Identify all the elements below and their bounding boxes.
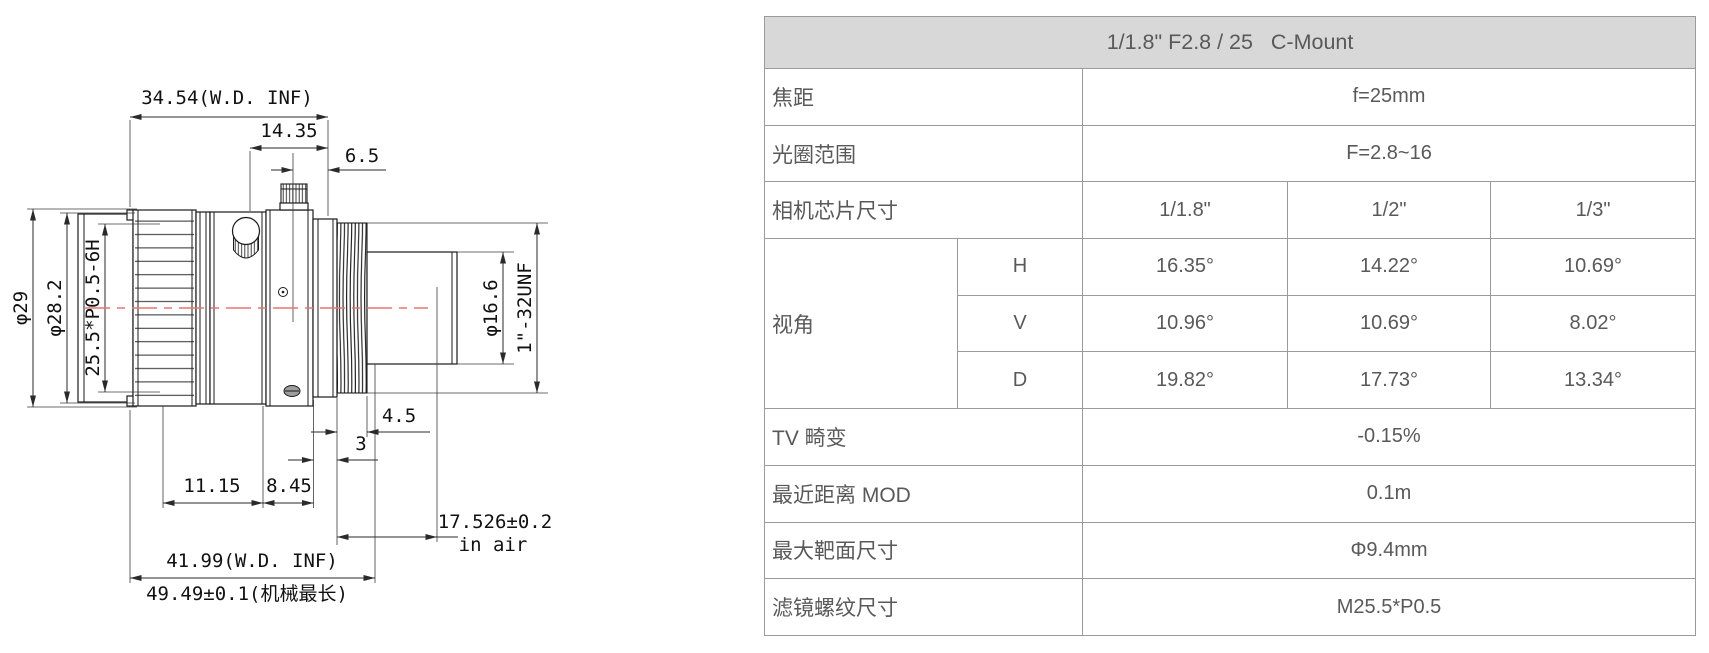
top-thumbscrew (279, 183, 309, 211)
table-row: 焦距 f=25mm (764, 68, 1697, 126)
side-thumbscrew (231, 216, 261, 259)
table-row: 1/1.8" F2.8 / 25 C-Mount (763, 16, 1697, 69)
dim-in-air-note: in air (459, 534, 528, 556)
dim-11-15: 11.15 (183, 475, 240, 497)
value-sensor-3: 1/3" (1489, 181, 1697, 240)
table-row: 相机芯片尺寸 1/1.8" 1/2" 1/3" (764, 181, 1697, 240)
spec-table: 1/1.8" F2.8 / 25 C-Mount 焦距 f=25mm 光圈范围 … (763, 16, 1697, 636)
row-label-mod: 最近距离 MOD (764, 464, 1083, 523)
row-label-image-circle: 最大靶面尺寸 (764, 521, 1083, 580)
value-fov-h-2: 14.22° (1287, 238, 1491, 296)
value-fov-h-1: 16.35° (1082, 238, 1288, 296)
value-fov-h-3: 10.69° (1489, 238, 1697, 296)
extension-lines (27, 120, 548, 583)
table-row: D 19.82° 17.73° 13.34° (765, 351, 1697, 410)
row-label-fov: 视角 (764, 238, 958, 410)
table-row: 滤镜螺纹尺寸 M25.5*P0.5 (764, 578, 1697, 636)
dim-phi29: φ29 (10, 291, 32, 325)
table-row: 光圈范围 F=2.8~16 (764, 124, 1697, 183)
value-sensor-1: 1/1.8" (1082, 181, 1288, 240)
table-row: 最近距离 MOD 0.1m (764, 464, 1697, 523)
value-fov-v-1: 10.96° (1082, 294, 1288, 353)
value-aperture-range: F=2.8~16 (1081, 124, 1697, 183)
dim-3: 3 (355, 433, 366, 455)
value-focal-length: f=25mm (1081, 68, 1697, 126)
spec-title: 1/1.8" F2.8 / 25 C-Mount (763, 16, 1697, 69)
row-label-filter-thread: 滤镜螺纹尺寸 (764, 578, 1083, 636)
lens-drawing: 34.54(W.D. INF) 14.35 6.5 φ29 φ28.2 25.5… (10, 87, 552, 605)
value-fov-d-3: 13.34° (1489, 351, 1697, 410)
set-screw-hole (278, 287, 288, 297)
dim-4-5: 4.5 (382, 405, 416, 427)
value-fov-d-1: 19.82° (1082, 351, 1288, 410)
value-sensor-2: 1/2" (1287, 181, 1491, 240)
dimension-lines (30, 114, 540, 581)
fov-sub-d: D (957, 351, 1083, 410)
row-label-aperture-range: 光圈范围 (764, 124, 1083, 183)
fov-sub-v: V (957, 294, 1083, 353)
value-mod: 0.1m (1081, 464, 1697, 523)
dim-phi16-6: φ16.6 (480, 279, 502, 336)
dim-8-45: 8.45 (266, 475, 312, 497)
value-filter-thread: M25.5*P0.5 (1081, 578, 1697, 636)
value-image-circle: Φ9.4mm (1081, 521, 1697, 580)
lens-body (77, 183, 458, 407)
row-label-focal-length: 焦距 (764, 68, 1083, 126)
table-row: 视角 H 16.35° 14.22° 10.69° (764, 238, 1697, 410)
table-row: V 10.96° 10.69° 8.02° (765, 294, 1697, 353)
table-row: TV 畸变 -0.15% (764, 408, 1697, 466)
fov-sub-h: H (957, 238, 1083, 296)
row-label-tv-distortion: TV 畸变 (764, 408, 1083, 466)
dim-max-mechanical-length: 49.49±0.1(机械最长) (146, 583, 348, 605)
value-tv-distortion: -0.15% (1081, 408, 1697, 466)
value-fov-d-2: 17.73° (1287, 351, 1491, 410)
value-fov-v-3: 8.02° (1489, 294, 1697, 353)
dim-1in-32unf: 1"-32UNF (514, 262, 536, 354)
dim-flange-distance: 17.526±0.2 (438, 511, 552, 533)
dim-phi28-2: φ28.2 (44, 279, 66, 336)
dimension-labels: 34.54(W.D. INF) 14.35 6.5 φ29 φ28.2 25.5… (10, 87, 552, 605)
dim-front-thread: 25.5*P0.5-6H (82, 239, 104, 376)
dim-wd-inf-top: 34.54(W.D. INF) (141, 87, 313, 109)
row-label-sensor-size: 相机芯片尺寸 (764, 181, 1083, 240)
dim-14-35: 14.35 (260, 120, 317, 142)
dim-6-5: 6.5 (345, 145, 379, 167)
dim-wd-inf-bottom: 41.99(W.D. INF) (166, 550, 338, 572)
value-fov-v-2: 10.69° (1287, 294, 1491, 353)
table-row: 最大靶面尺寸 Φ9.4mm (764, 521, 1697, 580)
